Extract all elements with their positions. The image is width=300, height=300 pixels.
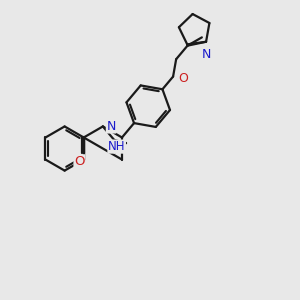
Text: N: N [106, 120, 116, 133]
Text: NH: NH [108, 140, 125, 153]
Text: N: N [201, 48, 211, 61]
Text: O: O [178, 72, 188, 85]
Text: O: O [74, 155, 85, 168]
